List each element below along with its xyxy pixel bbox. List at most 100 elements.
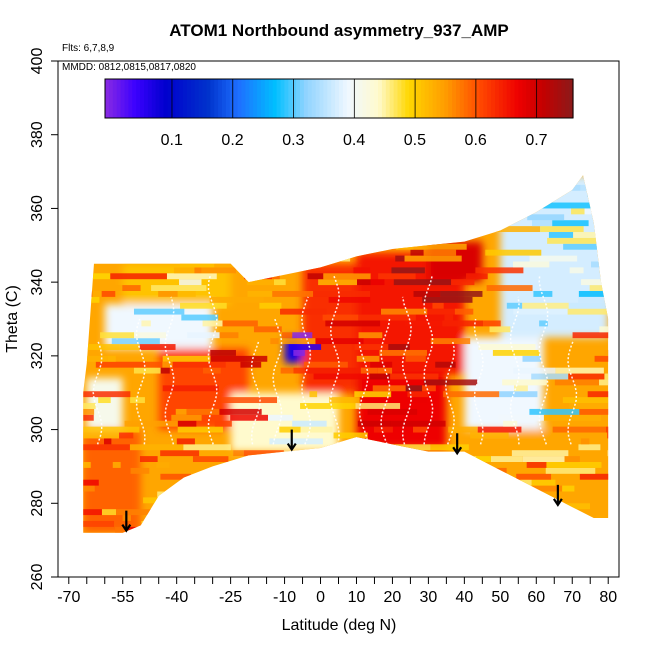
field-stripe: [328, 462, 337, 468]
field-stripe: [475, 267, 524, 274]
field-stripe: [578, 296, 609, 303]
field-stripe: [307, 273, 324, 280]
colorbar-swatch: [198, 79, 204, 118]
field-stripe: [357, 420, 392, 427]
field-stripe: [427, 308, 455, 315]
colorbar-swatch: [514, 79, 519, 118]
field-stripe: [172, 361, 226, 368]
colorbar-swatch: [471, 79, 477, 118]
field-stripe: [573, 232, 609, 238]
colorbar-swatch: [385, 79, 391, 118]
field-stripe: [83, 232, 117, 238]
field-stripe: [483, 526, 505, 533]
field-stripe: [201, 267, 237, 274]
field-stripe: [83, 175, 120, 179]
field-stripe: [94, 202, 150, 209]
field-stripe: [309, 391, 318, 398]
flight-track: [567, 340, 578, 445]
field-stripe: [247, 290, 273, 297]
colorbar-swatch: [479, 79, 484, 118]
flight-track: [250, 340, 261, 445]
flight-track: [329, 274, 340, 445]
field-stripe: [355, 456, 413, 463]
field-stripe: [405, 355, 426, 362]
colorbar-swatch: [436, 79, 441, 118]
field-stripe: [370, 361, 393, 368]
field-stripe: [194, 267, 202, 274]
field-stripe: [587, 190, 609, 197]
flight-track: [358, 341, 369, 445]
field-stripe: [413, 243, 467, 250]
field-stripe: [520, 485, 532, 492]
flight-tracks: [92, 274, 578, 445]
field-stripe: [253, 326, 282, 333]
field-stripe: [451, 467, 507, 474]
field-stripe: [506, 302, 523, 309]
field-stripe: [461, 462, 481, 468]
field-stripe: [539, 320, 548, 327]
colorbar-tick-label: 0.2: [221, 132, 243, 149]
colorbar-swatch: [432, 79, 438, 118]
field-stripe: [391, 267, 425, 274]
colorbar-swatch: [311, 79, 317, 118]
field-stripe: [457, 515, 509, 521]
field-stripe: [571, 208, 585, 215]
field-stripe: [268, 414, 293, 421]
field-stripe: [513, 367, 556, 374]
field-stripe: [166, 273, 217, 280]
y-axis: 260 280 300 320 340 360 380 400: [29, 48, 59, 590]
x-tick-label: -10: [273, 589, 296, 606]
field-stripe: [289, 344, 322, 350]
field-stripe: [141, 320, 151, 327]
field-stripe: [579, 473, 609, 480]
flight-track: [164, 296, 175, 445]
colorbar-swatch: [171, 79, 176, 118]
field-stripe: [443, 184, 500, 191]
colorbar-swatch: [296, 79, 301, 118]
field-stripe: [520, 479, 532, 486]
colorbar-swatch: [510, 79, 516, 118]
colorbar-swatch: [225, 79, 231, 118]
colorbar-swatch: [315, 79, 321, 118]
x-axis: -70 -55 -40 -25 -10 0 10 20 30 40 50 60 70 80: [57, 576, 617, 606]
field-stripe: [172, 249, 185, 256]
field-stripe: [547, 237, 601, 244]
field-stripe: [554, 379, 600, 386]
field-stripe: [313, 290, 371, 297]
field-stripe: [360, 497, 414, 504]
flight-track: [301, 296, 312, 445]
down-arrow-marker: [552, 484, 563, 507]
down-arrow-marker: [452, 433, 463, 456]
colorbar-swatch: [124, 79, 129, 118]
field-stripe: [600, 237, 609, 244]
field-stripe: [514, 391, 538, 398]
field-stripe: [254, 479, 293, 486]
field-stripe: [203, 243, 238, 250]
field-stripe: [318, 456, 356, 463]
field-stripe: [151, 285, 207, 291]
field-stripe: [176, 438, 195, 445]
field-stripe: [259, 302, 282, 309]
colorbar-swatch: [253, 79, 258, 118]
field-stripe: [398, 479, 412, 486]
field-stripe: [533, 290, 553, 297]
field-stripe: [100, 332, 135, 339]
field-stripe: [269, 438, 323, 445]
field-stripe: [181, 520, 212, 527]
field-stripe: [470, 432, 509, 439]
field-stripe: [272, 290, 314, 297]
field-stripe: [122, 196, 163, 203]
field-stripe: [373, 426, 393, 433]
field-stripe: [391, 420, 446, 427]
colorbar-swatch: [202, 79, 207, 118]
colorbar-swatch: [381, 79, 387, 118]
field-stripe: [183, 184, 194, 191]
markers: [121, 429, 563, 533]
field-stripe: [252, 220, 292, 227]
field-stripe: [293, 367, 305, 374]
colorbar-swatch: [229, 79, 235, 118]
field-stripe: [393, 526, 449, 533]
colorbar-swatch: [389, 79, 395, 118]
field-stripe: [83, 178, 100, 185]
colorbar-swatch: [284, 79, 289, 118]
